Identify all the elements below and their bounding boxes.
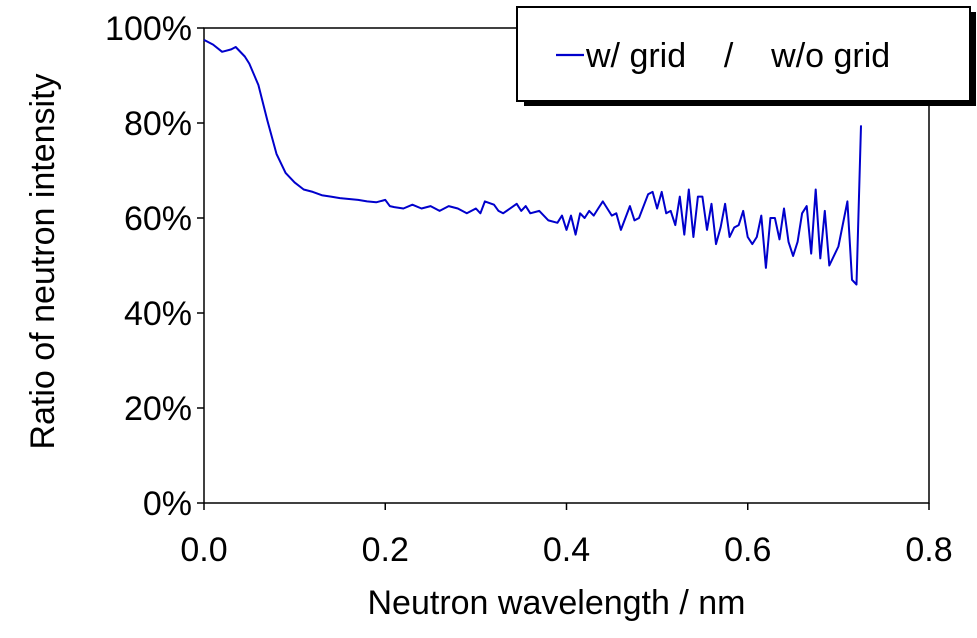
y-tick-label: 100%: [105, 10, 192, 48]
x-tick-label: 0.6: [724, 531, 771, 569]
x-axis-title: Neutron wavelength / nm: [368, 584, 746, 622]
y-tick-label: 40%: [124, 295, 192, 333]
plot-area: [203, 27, 930, 504]
x-tick-label: 0.2: [362, 531, 409, 569]
x-tick-label: 0.4: [543, 531, 590, 569]
y-tick-label: 80%: [124, 105, 192, 143]
legend-box: [516, 6, 971, 102]
series-layer: [203, 39, 862, 286]
x-axis: 0.0 0.2 0.4 0.6 0.8: [180, 503, 953, 569]
y-tick-label: 0%: [143, 485, 192, 523]
x-tick-label: 0.0: [180, 531, 227, 569]
y-tick-label: 60%: [124, 200, 192, 238]
y-axis: 0% 20% 40% 60% 80% 100%: [105, 10, 204, 523]
series-line: [203, 39, 862, 286]
legend: w/ grid / w/o grid: [516, 6, 976, 106]
legend-label: w/ grid / w/o grid: [585, 37, 890, 75]
y-axis-title: Ratio of neutron intensity: [24, 73, 62, 449]
y-tick-label: 20%: [124, 390, 192, 428]
x-tick-label: 0.8: [905, 531, 952, 569]
